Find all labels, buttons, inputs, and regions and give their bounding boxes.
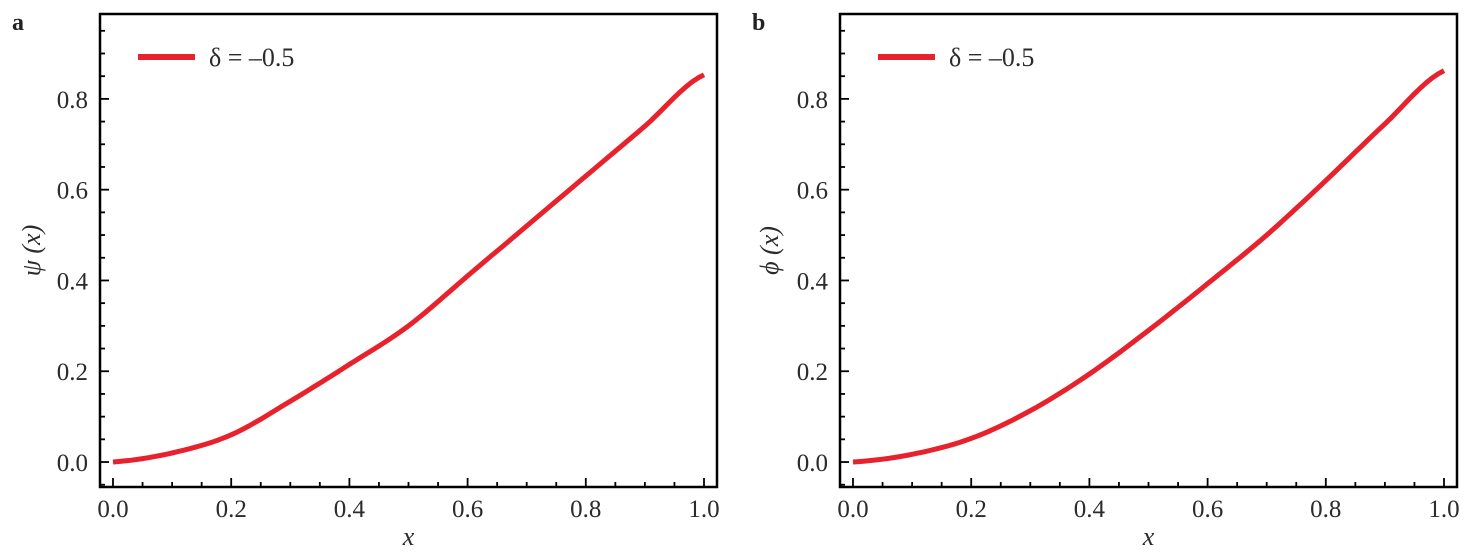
x-tick-label: 0.8 bbox=[570, 496, 601, 523]
x-axis-label: x bbox=[402, 522, 415, 551]
panel-a: 0.0 0.2 0.4 0.6 0.8 1.0 0.0 0.2 0.4 0.6 0.8 x ψ (x) a… bbox=[12, 10, 720, 551]
x-tick-label: 0.0 bbox=[97, 496, 128, 523]
x-tick-label: 1.0 bbox=[1428, 496, 1459, 523]
x-tick-label: 1.0 bbox=[688, 496, 719, 523]
x-tick-label: 0.4 bbox=[334, 496, 366, 523]
y-tick-label: 0.6 bbox=[797, 178, 828, 205]
x-tick-label: 0.8 bbox=[1310, 496, 1341, 523]
panel-label: a bbox=[12, 10, 24, 36]
x-tick-label: 0.2 bbox=[956, 496, 987, 523]
x-tick-label: 0.2 bbox=[216, 496, 247, 523]
y-tick-label: 0.4 bbox=[797, 268, 829, 295]
y-axis-label: ϕ (x) bbox=[755, 226, 784, 275]
y-tick-label: 0.2 bbox=[57, 359, 88, 386]
y-tick-label: 0.2 bbox=[797, 359, 828, 386]
y-tick-label: 0.6 bbox=[57, 178, 88, 205]
series-line bbox=[852, 68, 1446, 465]
x-tick-label: 0.0 bbox=[837, 496, 868, 523]
y-tick-label: 0.8 bbox=[797, 87, 828, 114]
y-axis-label: ψ (x) bbox=[17, 225, 46, 277]
x-tick-label: 0.6 bbox=[452, 496, 483, 523]
y-tick-label: 0.0 bbox=[57, 450, 88, 477]
panel-b: 0.0 0.2 0.4 0.6 0.8 1.0 0.0 0.2 0.4 0.6 0.8 x ϕ (x) b… bbox=[752, 10, 1460, 551]
x-tick-label: 0.6 bbox=[1192, 496, 1223, 523]
plot-frame bbox=[98, 12, 719, 489]
panel-label: b bbox=[752, 10, 765, 36]
y-tick-label: 0.0 bbox=[797, 450, 828, 477]
y-tick-label: 0.8 bbox=[57, 87, 88, 114]
legend-label: δ = –0.5 bbox=[209, 43, 294, 72]
series-line bbox=[112, 72, 706, 465]
y-tick-label: 0.4 bbox=[57, 268, 89, 295]
plot-frame bbox=[838, 12, 1459, 489]
x-tick-label: 0.4 bbox=[1074, 496, 1106, 523]
legend-label: δ = –0.5 bbox=[949, 43, 1034, 72]
x-axis-label: x bbox=[1142, 522, 1155, 551]
